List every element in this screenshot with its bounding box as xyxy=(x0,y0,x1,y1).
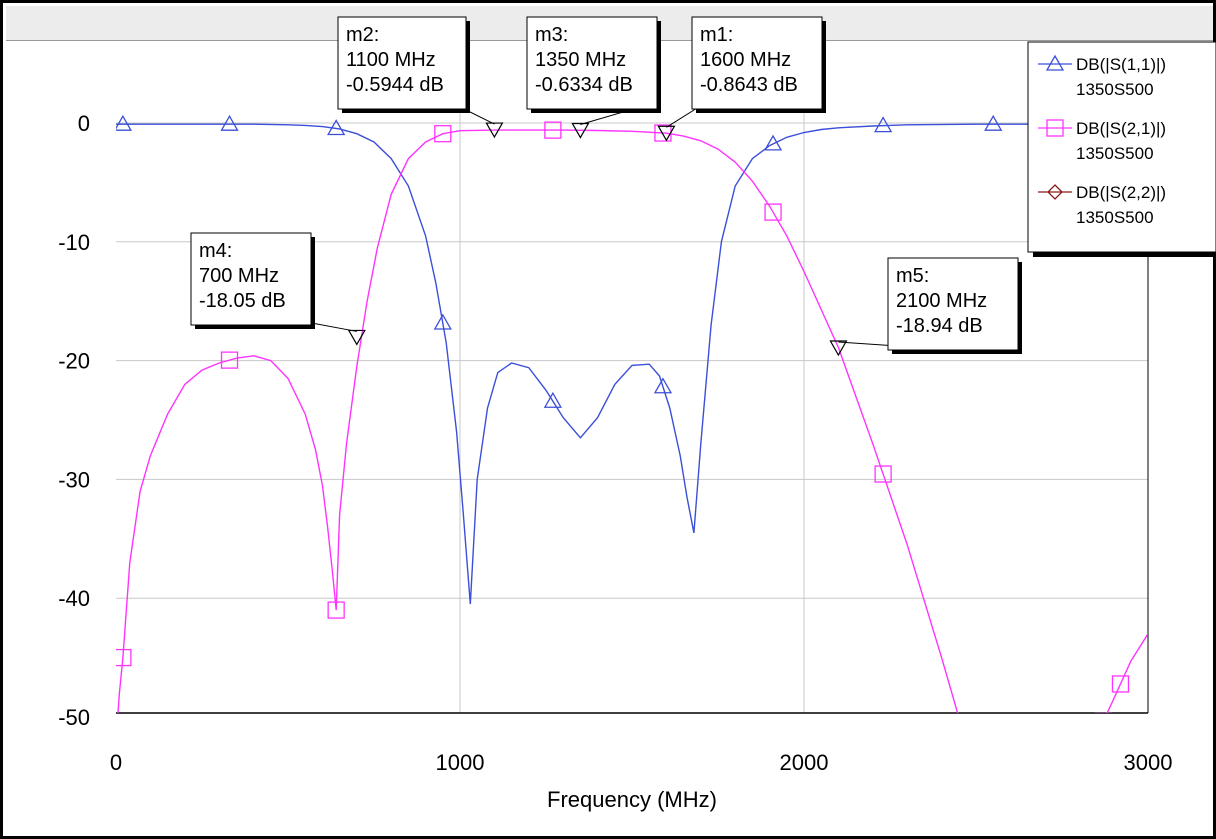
series-marker-s11 xyxy=(116,114,133,131)
x-tick-label: 2000 xyxy=(780,750,829,775)
y-tick-label: 0 xyxy=(78,111,90,136)
legend[interactable]: DB(|S(1,1)|) 1350S500 DB(|S(2,1)|) 1350S500… xyxy=(1027,41,1216,257)
x-axis-label: Frequency (MHz) xyxy=(547,787,717,812)
y-tick-label: -10 xyxy=(58,230,90,255)
marker-callouts[interactable]: m1: 1600 MHz -0.8643 dB m2: 1100 MHz -0.5944 … xyxy=(190,16,1022,357)
marker-callout-m2[interactable]: m2: 1100 MHz -0.5944 dB xyxy=(337,16,504,139)
marker-symbol-m4 xyxy=(347,329,366,346)
series-marker-s21 xyxy=(327,601,345,619)
marker-box xyxy=(190,232,312,326)
legend-sublabel: 1350S500 xyxy=(1076,144,1154,163)
legend-label: DB(|S(2,1)|) xyxy=(1076,119,1166,138)
y-tick-label: -50 xyxy=(58,705,90,730)
series-marker-s11 xyxy=(220,114,239,131)
series-marker-s21 xyxy=(874,465,892,483)
marker-value: -0.8643 dB xyxy=(700,74,798,96)
marker-name: m3: xyxy=(535,24,568,46)
marker-box xyxy=(887,257,1019,351)
series-marker-s11 xyxy=(873,116,893,133)
series-marker-s11 xyxy=(433,313,452,330)
legend-sublabel: 1350S500 xyxy=(1076,80,1154,99)
marker-symbol-m1 xyxy=(657,125,676,142)
marker-frequency: 700 MHz xyxy=(199,265,279,287)
x-tick-label: 0 xyxy=(110,750,122,775)
marker-frequency: 1350 MHz xyxy=(535,49,626,71)
x-tick-label: 3000 xyxy=(1124,750,1173,775)
legend-symbol xyxy=(1047,184,1063,200)
series-marker-s21 xyxy=(116,648,132,667)
marker-symbol-m2 xyxy=(485,122,504,139)
y-tick-label: -20 xyxy=(58,349,90,374)
marker-value: -0.6334 dB xyxy=(535,74,633,96)
series-marker-s11 xyxy=(327,119,346,136)
y-tick-label: -40 xyxy=(58,586,90,611)
marker-value: -0.5944 dB xyxy=(346,74,444,96)
marker-callout-m1[interactable]: m1: 1600 MHz -0.8643 dB xyxy=(657,16,826,142)
marker-name: m1: xyxy=(700,24,733,46)
marker-symbol-m5 xyxy=(829,340,848,357)
grid-lines xyxy=(116,63,1149,714)
x-tick-label: 1000 xyxy=(436,750,485,775)
marker-frequency: 1100 MHz xyxy=(346,49,436,71)
tick-labels: 0 1000 2000 3000 0 -10 -20 -30 -40 -50 xyxy=(58,111,1172,775)
series-marker-s21 xyxy=(1094,712,1112,713)
legend-symbol xyxy=(1046,119,1064,137)
series-line-s11 xyxy=(116,123,1148,605)
legend-symbol xyxy=(1045,54,1065,71)
plot-background xyxy=(116,63,1148,713)
marker-name: m2: xyxy=(346,24,379,46)
marker-name: m4: xyxy=(199,240,232,262)
marker-callout-m4[interactable]: m4: 700 MHz -18.05 dB xyxy=(190,232,366,346)
marker-symbol-m3 xyxy=(571,122,590,139)
marker-callout-m5[interactable]: m5: 2100 MHz -18.94 dB xyxy=(829,257,1022,357)
legend-entry-s11[interactable]: DB(|S(1,1)|) 1350S500 xyxy=(1038,54,1166,99)
series-marker-s21 xyxy=(434,125,452,143)
series-marker-s21 xyxy=(220,351,239,369)
series-marker-s21 xyxy=(544,121,562,139)
series-marker-s21 xyxy=(985,721,1001,737)
series-marker-s11 xyxy=(653,377,673,394)
legend-box xyxy=(1027,41,1216,253)
marker-box xyxy=(691,16,823,110)
legend-entry-s22[interactable]: DB(|S(2,2)|) 1350S500 xyxy=(1038,183,1166,227)
plot-area xyxy=(116,63,1148,713)
marker-value: -18.05 dB xyxy=(199,290,286,312)
series-marker-s11 xyxy=(543,391,563,408)
marker-name: m5: xyxy=(896,265,929,287)
curves xyxy=(116,123,1148,713)
marker-symbols xyxy=(116,114,1130,737)
marker-box xyxy=(526,16,658,110)
series-marker-s21 xyxy=(764,203,782,221)
series-line-s21 xyxy=(117,129,1148,713)
marker-callout-m3[interactable]: m3: 1350 MHz -0.6334 dB xyxy=(526,16,661,139)
legend-sublabel: 1350S500 xyxy=(1076,208,1154,227)
series-marker-s21 xyxy=(1111,675,1130,693)
marker-frequency: 2100 MHz xyxy=(896,290,987,312)
series-marker-s11 xyxy=(984,114,1003,131)
marker-value: -18.94 dB xyxy=(896,315,983,337)
series-marker-s11 xyxy=(763,134,783,151)
marker-frequency: 1600 MHz xyxy=(700,49,791,71)
legend-entry-s21[interactable]: DB(|S(2,1)|) 1350S500 xyxy=(1038,119,1166,163)
marker-box xyxy=(337,16,467,110)
legend-label: DB(|S(2,2)|) xyxy=(1076,183,1166,202)
y-tick-label: -30 xyxy=(58,467,90,492)
legend-label: DB(|S(1,1)|) xyxy=(1076,55,1166,74)
